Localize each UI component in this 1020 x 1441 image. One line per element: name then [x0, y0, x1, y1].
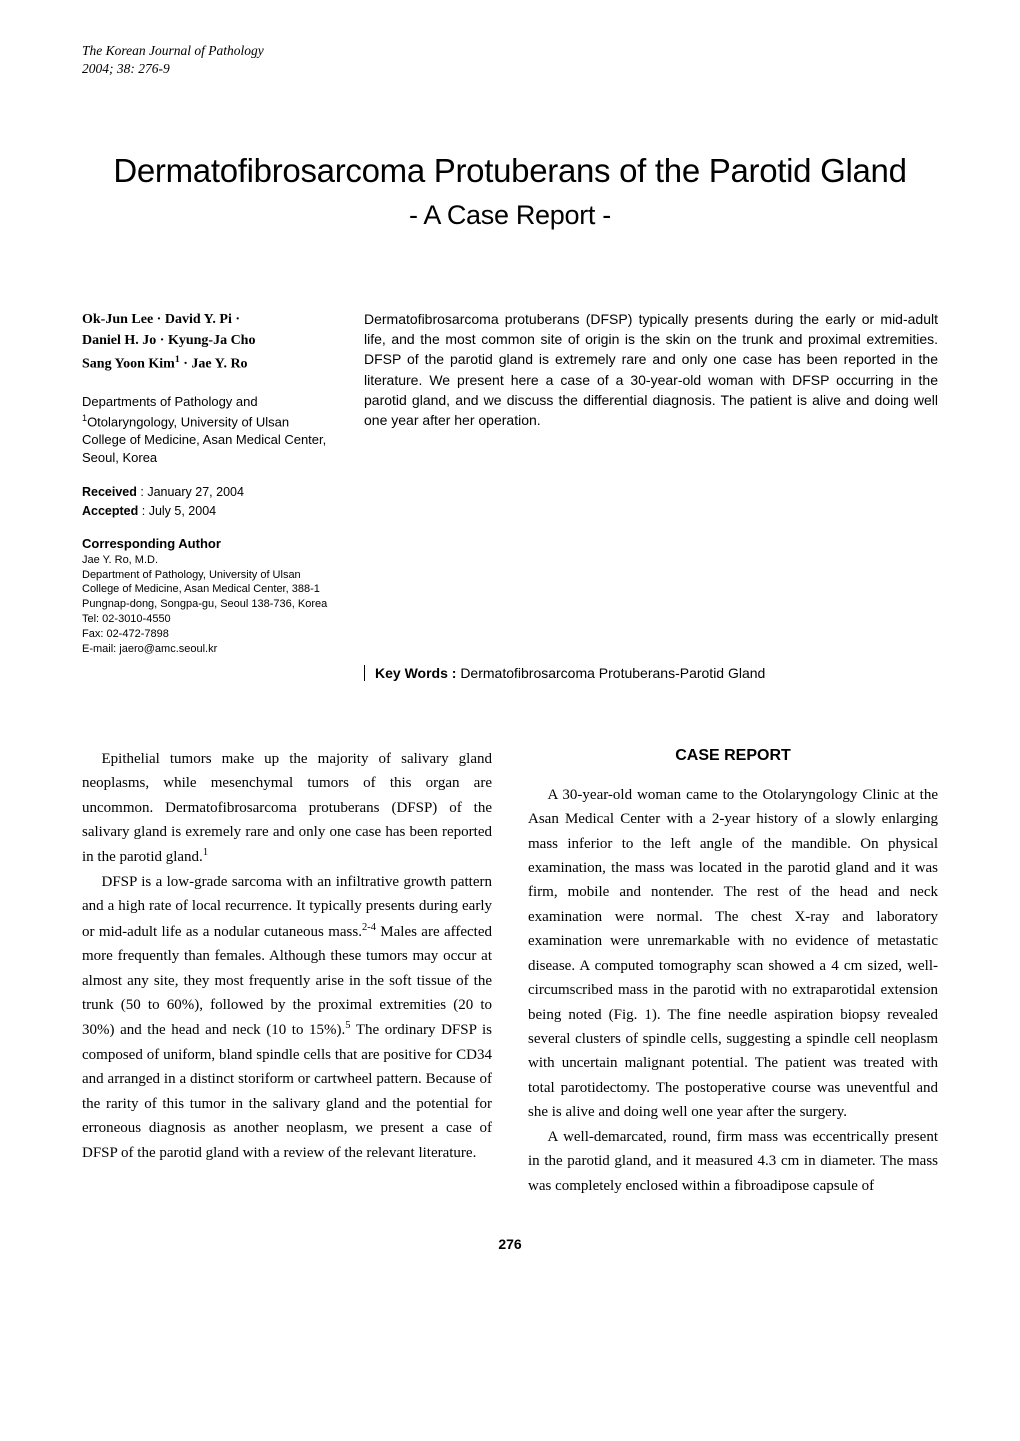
- right-column: CASE REPORT A 30-year-old woman came to …: [528, 747, 938, 1198]
- metadata-left: Ok-Jun Lee · David Y. Pi ·Daniel H. Jo ·…: [82, 309, 334, 657]
- paper-title: Dermatofibrosarcoma Protuberans of the P…: [82, 150, 938, 191]
- received-value: : January 27, 2004: [137, 485, 244, 499]
- keywords-row: Key Words : Dermatofibrosarcoma Protuber…: [82, 665, 938, 681]
- title-block: Dermatofibrosarcoma Protuberans of the P…: [82, 150, 938, 230]
- received-label: Received: [82, 485, 137, 499]
- accepted-label: Accepted: [82, 504, 138, 518]
- intro-p1: Epithelial tumors make up the majority o…: [82, 747, 492, 870]
- affiliation: Departments of Pathology and1Otolaryngol…: [82, 393, 334, 467]
- metadata-right: Dermatofibrosarcoma protuberans (DFSP) t…: [364, 309, 938, 657]
- received-line: Received : January 27, 2004: [82, 483, 334, 501]
- dates: Received : January 27, 2004 Accepted : J…: [82, 483, 334, 519]
- journal-name: The Korean Journal of Pathology: [82, 42, 938, 60]
- keywords: Key Words : Dermatofibrosarcoma Protuber…: [364, 665, 938, 681]
- journal-info: The Korean Journal of Pathology 2004; 38…: [82, 42, 938, 78]
- accepted-value: : July 5, 2004: [138, 504, 216, 518]
- keywords-value: Dermatofibrosarcoma Protuberans-Parotid …: [460, 665, 765, 681]
- keywords-label: Key Words :: [375, 665, 460, 681]
- case-p2: A well-demarcated, round, firm mass was …: [528, 1125, 938, 1198]
- metadata-row: Ok-Jun Lee · David Y. Pi ·Daniel H. Jo ·…: [82, 309, 938, 657]
- abstract: Dermatofibrosarcoma protuberans (DFSP) t…: [364, 309, 938, 431]
- case-report-heading: CASE REPORT: [528, 747, 938, 765]
- intro-p2: DFSP is a low-grade sarcoma with an infi…: [82, 870, 492, 1165]
- page-number: 276: [82, 1236, 938, 1252]
- page: The Korean Journal of Pathology 2004; 38…: [0, 0, 1020, 1302]
- left-column: Epithelial tumors make up the majority o…: [82, 747, 492, 1198]
- author-list: Ok-Jun Lee · David Y. Pi ·Daniel H. Jo ·…: [82, 309, 334, 376]
- journal-citation: 2004; 38: 276-9: [82, 60, 938, 78]
- paper-subtitle: - A Case Report -: [82, 200, 938, 231]
- corresponding-body: Jae Y. Ro, M.D.Department of Pathology, …: [82, 553, 334, 657]
- body-columns: Epithelial tumors make up the majority o…: [82, 747, 938, 1198]
- case-p1: A 30-year-old woman came to the Otolaryn…: [528, 783, 938, 1125]
- accepted-line: Accepted : July 5, 2004: [82, 502, 334, 520]
- corresponding-heading: Corresponding Author: [82, 536, 334, 551]
- keywords-spacer: [82, 665, 334, 681]
